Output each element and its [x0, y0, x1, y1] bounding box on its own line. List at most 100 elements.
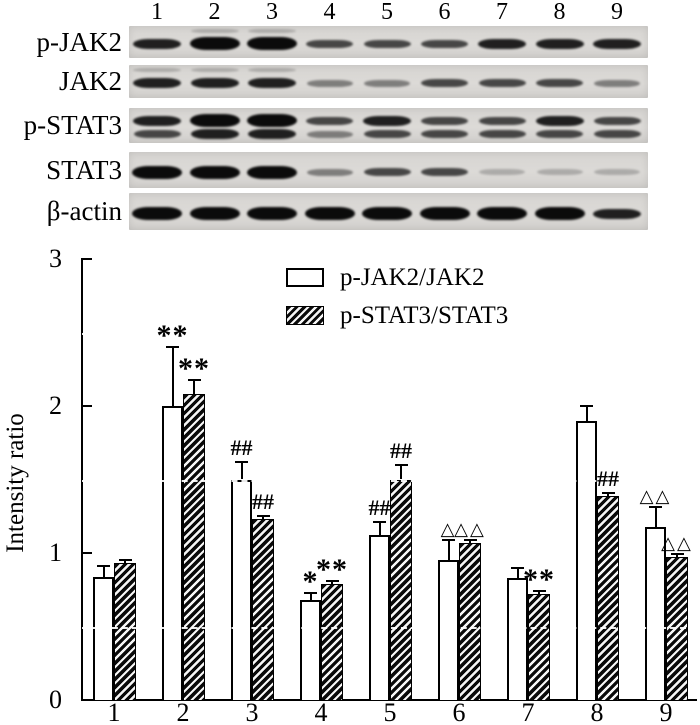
blot-band	[189, 37, 240, 51]
bar-p-stat3-stat3-group-3	[252, 519, 274, 700]
significance-marker: **	[523, 563, 555, 597]
blot-row-label-stat3: STAT3	[46, 155, 122, 185]
bar-p-stat3-stat3-group-6	[459, 542, 481, 700]
legend-label-pjak2-jak2: p-JAK2/JAK2	[340, 263, 485, 291]
error-bar-stem	[240, 461, 243, 480]
blot-band	[363, 115, 411, 126]
blot-band	[306, 130, 353, 138]
blot-smear	[190, 68, 239, 72]
blot-band	[593, 130, 641, 139]
blot-band	[477, 207, 527, 221]
error-bar-cap	[256, 515, 270, 518]
error-bar-cap	[601, 491, 615, 494]
error-bar-cap	[304, 591, 317, 594]
blot-band	[535, 38, 584, 49]
blot-strip	[129, 193, 648, 230]
x-tick-label: 6	[452, 698, 466, 725]
x-tick-label: 3	[245, 698, 259, 725]
error-bar-cap	[649, 506, 662, 509]
lane-number: 3	[266, 0, 278, 25]
y-tick-label: 2	[49, 391, 62, 420]
y-tick-label: 3	[49, 244, 62, 273]
significance-marker: ##	[597, 465, 619, 491]
error-bar-cap	[532, 590, 546, 593]
gridline	[82, 479, 696, 482]
blot-band	[247, 37, 297, 51]
blot-band	[189, 165, 240, 179]
error-bar-cap	[325, 579, 339, 582]
x-tick-label: 8	[590, 698, 604, 725]
lane-number: 5	[381, 0, 393, 25]
blot-band	[362, 207, 412, 221]
blot-smear	[248, 68, 296, 72]
error-bar-cap	[187, 378, 201, 381]
blot-row-label-p-stat3: p-STAT3	[23, 110, 122, 140]
blot-band	[306, 116, 353, 125]
blot-band	[593, 116, 641, 125]
significance-marker: **	[316, 552, 348, 586]
bar-p-stat3-stat3-group-9	[666, 557, 688, 700]
error-bar-cap	[118, 559, 132, 562]
blot-band	[189, 114, 240, 128]
blot-band	[421, 116, 468, 125]
x-axis-line	[81, 699, 697, 701]
legend-swatch-hatched-bar	[286, 305, 324, 325]
error-bar-cap	[373, 521, 386, 524]
bar-p-stat3-stat3-group-7	[528, 594, 550, 700]
error-bar-stem	[654, 507, 657, 527]
blot-row-label-jak2: JAK2	[58, 66, 122, 96]
blot-band	[363, 168, 411, 177]
blot-strip	[129, 65, 648, 98]
blot-band	[247, 207, 297, 221]
blot-band	[132, 165, 182, 179]
lane-number: 1	[151, 0, 163, 25]
blot-band	[593, 38, 641, 49]
significance-marker: ##	[368, 495, 391, 521]
blot-band	[593, 208, 641, 219]
blot-band	[421, 39, 468, 48]
lane-number: 9	[611, 0, 623, 25]
blot-smear	[190, 29, 239, 33]
blot-band	[247, 165, 297, 179]
blot-band	[536, 79, 583, 88]
y-axis-title: Intensity ratio	[2, 413, 29, 553]
blot-band	[306, 168, 353, 176]
error-bar-stem	[538, 591, 540, 595]
significance-marker: △△	[639, 486, 672, 507]
blot-band	[479, 169, 525, 176]
bar-p-jak2-jak2-group-9	[645, 526, 666, 700]
error-bar-stem	[193, 379, 195, 395]
error-bar-cap	[166, 346, 179, 349]
lane-number: 7	[496, 0, 508, 25]
blot-band	[248, 129, 296, 140]
blot-band	[536, 169, 583, 176]
blot-band	[478, 116, 526, 125]
blot-band	[534, 207, 585, 221]
blot-band	[421, 168, 468, 177]
error-bar-stem	[171, 347, 174, 406]
y-axis-tick	[83, 552, 92, 554]
error-bar-cap	[97, 565, 110, 568]
y-axis-tick	[83, 405, 92, 407]
lane-number: 2	[208, 0, 221, 25]
blot-band	[535, 115, 584, 126]
bar-p-jak2-jak2-group-5	[369, 535, 390, 700]
error-bar-cap	[394, 463, 408, 466]
blot-band	[421, 130, 468, 139]
legend: p-JAK2/JAK2 p-STAT3/STAT3	[286, 265, 508, 341]
bar-p-stat3-stat3-group-1	[114, 563, 136, 700]
blot-row-label--actin: β-actin	[46, 196, 122, 226]
bar-p-jak2-jak2-group-7	[507, 577, 528, 700]
bar-p-jak2-jak2-group-8	[576, 420, 597, 700]
blot-band	[304, 207, 355, 221]
blot-band	[133, 130, 181, 139]
lane-number: 8	[553, 0, 566, 25]
error-bar-stem	[469, 539, 471, 543]
blot-smear	[248, 29, 296, 33]
error-bar-stem	[676, 554, 678, 558]
error-bar-stem	[585, 406, 588, 421]
blot-band	[478, 38, 526, 49]
blot-band	[132, 207, 182, 221]
error-bar-stem	[262, 516, 264, 520]
blot-strip	[129, 26, 648, 58]
